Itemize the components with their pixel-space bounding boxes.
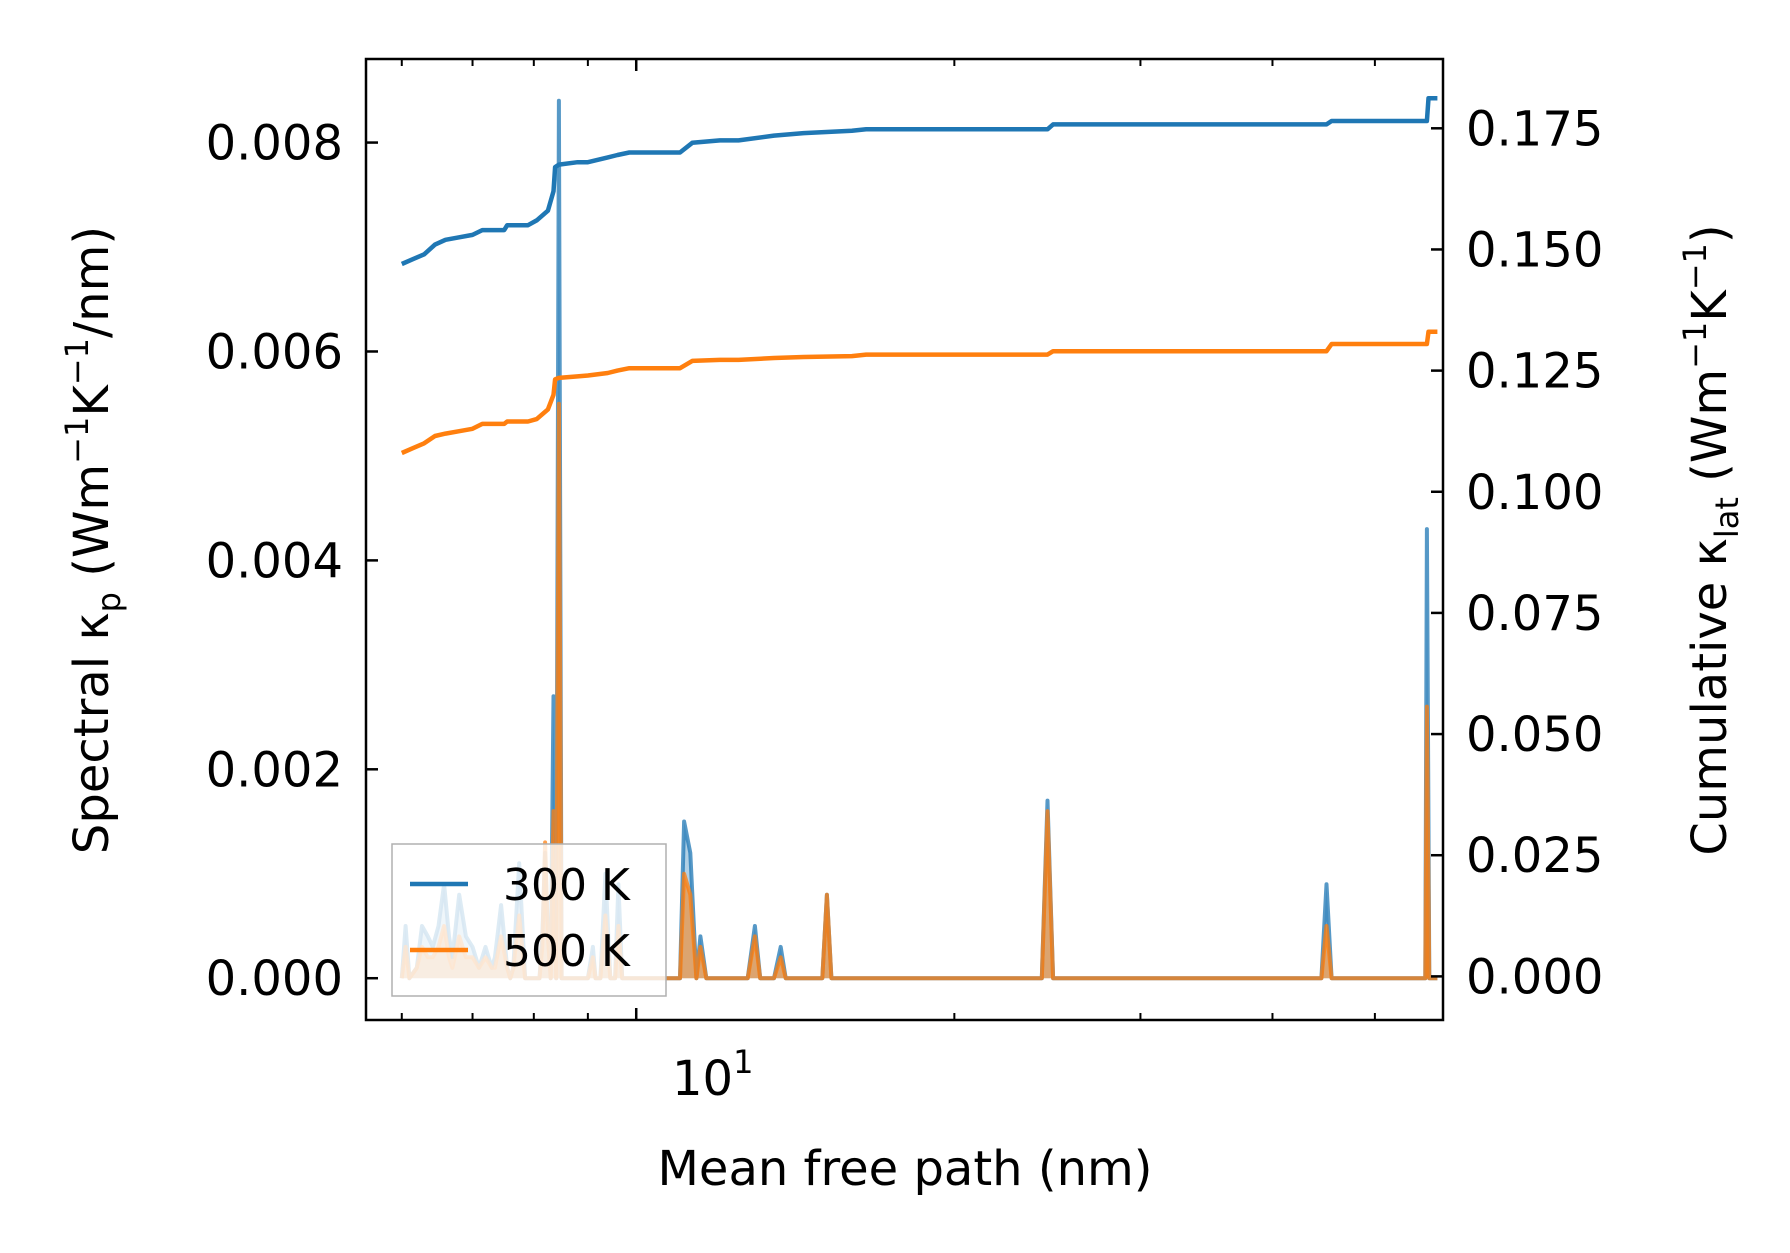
legend-box (391, 843, 667, 997)
y-right-tick-label: 0.075 (1466, 586, 1603, 642)
x-tick-label-exponent: 1 (733, 1043, 753, 1081)
y-left-label-sup1: −1 (58, 417, 96, 464)
y-left-tick-label: 0.008 (206, 116, 343, 172)
y-right-tick-label: 0.150 (1466, 222, 1603, 278)
y-right-tick-label: 0.100 (1466, 465, 1603, 521)
y-right-tick-label: 0.175 (1466, 101, 1603, 157)
plot-frame (364, 57, 1445, 1022)
y-left-tick-label: 0.000 (206, 951, 343, 1007)
y-left-tick-label: 0.006 (206, 324, 343, 380)
left-tick-labels: 0.000 0.002 0.004 0.006 0.008 (206, 116, 343, 1008)
right-tick-labels: 0.000 0.025 0.050 0.075 0.100 0.125 0.150 0.175 (1466, 101, 1603, 1005)
y-right-label-open: (Wm (1682, 369, 1738, 497)
cumulative-line-300k (400, 96, 1438, 267)
y-left-label-sup2: −1 (58, 338, 96, 385)
x-axis-label: Mean free path (nm) (658, 1141, 1153, 1197)
y-right-label-mid: K (1682, 289, 1738, 322)
y-left-tick-label: 0.004 (206, 533, 343, 589)
y-right-label-post: ) (1682, 224, 1738, 243)
x-tick-label-base: 10 (672, 1051, 733, 1107)
y-right-axis-label: Cumulative κlat (Wm−1K−1) (1676, 224, 1746, 855)
ticks-group (366, 59, 1443, 1020)
y-right-tick-label: 0.000 (1466, 949, 1603, 1005)
y-right-tick-label: 0.025 (1466, 828, 1603, 884)
y-left-tick-label: 0.002 (206, 742, 343, 798)
y-right-label-sup2: −1 (1676, 243, 1714, 290)
y-right-label-pre: Cumulative κ (1682, 538, 1738, 856)
y-left-label-post: /nm) (64, 226, 120, 338)
cumulative-line-500k (400, 329, 1438, 456)
cumulative-series-group (400, 96, 1438, 456)
y-right-tick-label: 0.125 (1466, 344, 1603, 400)
y-left-label-open: (Wm (64, 464, 120, 592)
y-right-tick-label: 0.050 (1466, 707, 1603, 763)
y-right-label-sub: lat (1708, 497, 1746, 538)
y-right-label-sup1: −1 (1676, 322, 1714, 369)
y-left-label-pre: Spectral κ (64, 612, 120, 854)
legend-label-500k: 500 K (503, 926, 631, 977)
y-left-label-sub: p (90, 592, 128, 612)
legend-label-300k: 300 K (503, 860, 631, 911)
y-left-axis-label: Spectral κp (Wm−1K−1/nm) (58, 226, 128, 854)
x-tick-label-10: 101 (672, 1043, 753, 1107)
legend: 300 K 500 K (391, 843, 667, 997)
y-left-label-mid: K (64, 384, 120, 417)
